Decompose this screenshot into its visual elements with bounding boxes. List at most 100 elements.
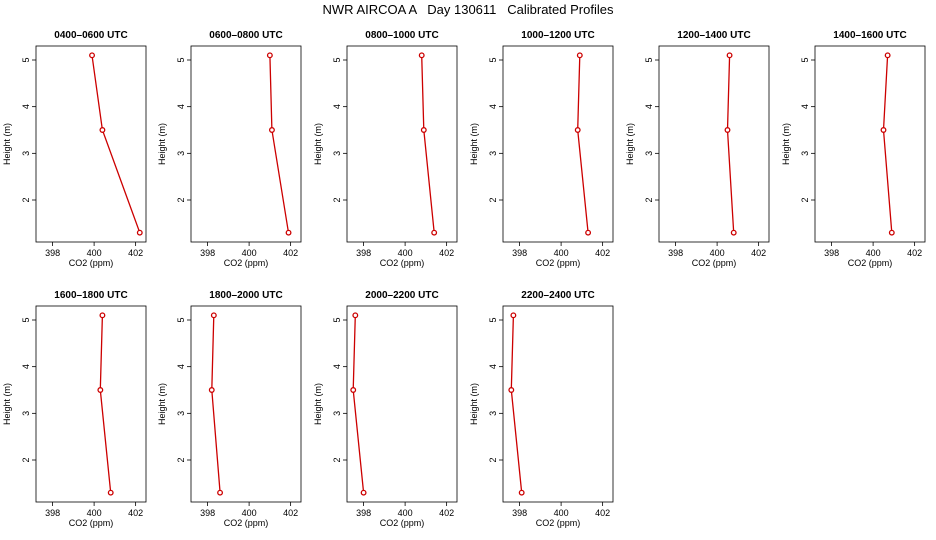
data-point xyxy=(431,229,438,236)
x-axis-label: CO2 (ppm) xyxy=(536,518,581,528)
y-tick-label: 3 xyxy=(332,411,342,416)
data-point xyxy=(352,312,359,319)
profile-line xyxy=(211,315,221,493)
x-tick-label: 402 xyxy=(128,508,143,518)
x-axis-label: CO2 (ppm) xyxy=(224,518,269,528)
y-tick-label: 5 xyxy=(21,57,31,62)
data-point xyxy=(574,127,581,133)
y-axis-label: Height (m) xyxy=(625,123,635,165)
y-tick-label: 2 xyxy=(21,197,31,202)
y-tick-label: 2 xyxy=(800,197,810,202)
x-tick-label: 402 xyxy=(283,248,298,258)
plot-frame xyxy=(658,45,770,243)
y-axis-label: Height (m) xyxy=(313,123,323,165)
x-tick-label: 400 xyxy=(554,248,569,258)
x-tick-label: 398 xyxy=(356,248,371,258)
x-tick-label: 402 xyxy=(439,248,454,258)
y-tick-label: 5 xyxy=(176,57,186,62)
data-point xyxy=(99,312,106,319)
panel-title: 1800–2000 UTC xyxy=(209,290,282,301)
data-point xyxy=(518,489,525,496)
data-point xyxy=(89,52,95,59)
profile-line xyxy=(269,55,290,233)
profile-line xyxy=(577,55,589,233)
y-tick-label: 2 xyxy=(176,197,186,202)
x-tick-label: 398 xyxy=(824,248,839,258)
y-tick-label: 2 xyxy=(176,457,186,462)
y-tick-label: 5 xyxy=(176,317,186,322)
plot-frame xyxy=(814,45,926,243)
y-tick-label: 3 xyxy=(800,151,810,156)
data-point xyxy=(266,52,273,59)
x-axis-label: CO2 (ppm) xyxy=(692,258,737,268)
y-tick-label: 2 xyxy=(488,197,498,202)
x-tick-label: 402 xyxy=(283,508,298,518)
profile-line xyxy=(510,315,523,493)
y-tick-label: 5 xyxy=(800,57,810,62)
x-axis-label: CO2 (ppm) xyxy=(848,258,893,268)
y-tick-label: 4 xyxy=(176,104,186,109)
data-point xyxy=(576,52,583,59)
y-tick-label: 4 xyxy=(644,104,654,109)
plot-frame xyxy=(502,45,614,243)
y-axis-label: Height (m) xyxy=(2,383,12,425)
x-axis-label: CO2 (ppm) xyxy=(536,258,581,268)
data-point xyxy=(107,489,114,496)
y-tick-label: 3 xyxy=(176,411,186,416)
data-point xyxy=(418,52,425,59)
y-axis-label: Height (m) xyxy=(157,123,167,165)
plot-frame xyxy=(190,305,302,503)
y-tick-label: 4 xyxy=(21,364,31,369)
y-tick-label: 5 xyxy=(488,57,498,62)
profile-line xyxy=(726,55,735,233)
profile-line xyxy=(352,315,365,493)
y-tick-label: 3 xyxy=(644,151,654,156)
x-tick-label: 400 xyxy=(866,248,881,258)
x-tick-label: 398 xyxy=(200,248,215,258)
x-axis-label: CO2 (ppm) xyxy=(224,258,269,268)
y-tick-label: 4 xyxy=(332,104,342,109)
x-tick-label: 400 xyxy=(554,508,569,518)
x-tick-label: 398 xyxy=(200,508,215,518)
x-tick-label: 398 xyxy=(356,508,371,518)
panel-title: 1000–1200 UTC xyxy=(521,30,594,41)
x-tick-label: 400 xyxy=(398,248,413,258)
plot-frame xyxy=(190,45,302,243)
data-point xyxy=(136,229,143,236)
data-point xyxy=(585,229,592,236)
y-tick-label: 4 xyxy=(488,104,498,109)
x-tick-label: 400 xyxy=(242,248,257,258)
data-point xyxy=(350,387,357,393)
plot-frame xyxy=(346,45,458,243)
y-tick-label: 2 xyxy=(644,197,654,202)
panel-title: 0400–0600 UTC xyxy=(54,30,127,41)
y-tick-label: 4 xyxy=(800,104,810,109)
data-point xyxy=(508,387,515,393)
plot-frame xyxy=(35,305,147,503)
panel-title: 1400–1600 UTC xyxy=(833,30,906,41)
y-tick-label: 2 xyxy=(332,197,342,202)
y-tick-label: 4 xyxy=(176,364,186,369)
y-tick-label: 4 xyxy=(21,104,31,109)
y-axis-label: Height (m) xyxy=(469,383,479,425)
panel-title: 2000–2200 UTC xyxy=(365,290,438,301)
data-point xyxy=(888,229,895,236)
data-point xyxy=(880,127,887,133)
profile-line xyxy=(91,55,141,233)
panel-title: 0600–0800 UTC xyxy=(209,30,282,41)
profile-line xyxy=(882,55,893,233)
x-tick-label: 400 xyxy=(87,508,102,518)
panel-title: 2200–2400 UTC xyxy=(521,290,594,301)
data-point xyxy=(268,127,275,133)
panel-title: 1200–1400 UTC xyxy=(677,30,750,41)
y-tick-label: 3 xyxy=(488,411,498,416)
plot-frame xyxy=(35,45,147,243)
profile-line xyxy=(99,315,112,493)
y-tick-label: 2 xyxy=(21,457,31,462)
x-tick-label: 402 xyxy=(907,248,922,258)
profile-line xyxy=(421,55,435,233)
data-point xyxy=(285,229,292,236)
x-tick-label: 402 xyxy=(439,508,454,518)
panel-title: 0800–1000 UTC xyxy=(365,30,438,41)
